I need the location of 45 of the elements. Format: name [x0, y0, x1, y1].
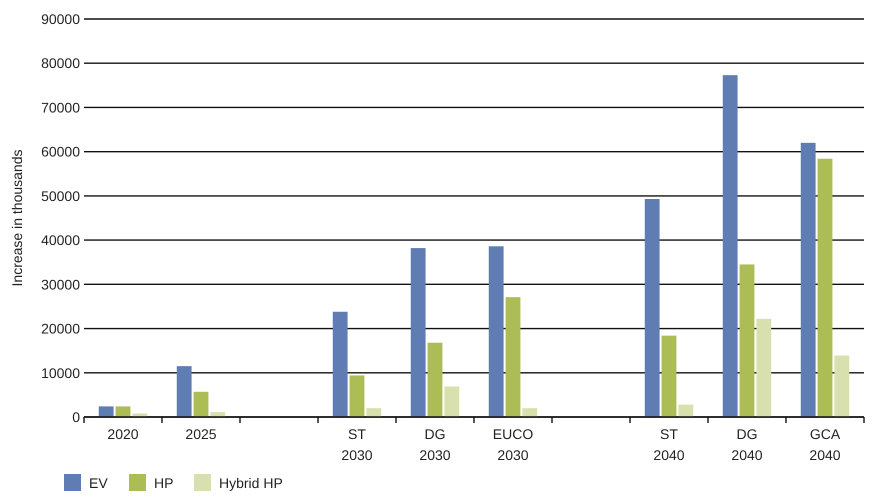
bar: [410, 248, 426, 417]
x-tick-label: DG 2030: [419, 426, 451, 463]
bar: [116, 406, 130, 417]
x-tick-label: 2025: [185, 426, 217, 442]
bar: [444, 386, 460, 417]
x-tick-label: ST 2030: [341, 426, 373, 463]
y-tick-label: 30000: [41, 276, 80, 292]
y-tick-label: 80000: [41, 55, 80, 72]
y-tick-label: 90000: [41, 11, 80, 27]
y-tick-label: 40000: [41, 232, 80, 248]
bar: [98, 406, 114, 417]
x-tick-label: 2020: [107, 426, 139, 442]
x-tick-label: GCA 2040: [809, 426, 841, 463]
y-tick-label: 60000: [41, 144, 80, 160]
bar: [834, 356, 850, 417]
y-tick-label: 70000: [41, 99, 80, 116]
legend-label: Hybrid HP: [219, 475, 283, 491]
x-tick-label: ST 2040: [653, 426, 685, 463]
bar: [678, 404, 694, 417]
bar: [818, 158, 832, 417]
bar: [722, 75, 738, 417]
bar: [350, 375, 364, 417]
bar: [800, 142, 816, 417]
y-tick-label: 20000: [41, 320, 80, 337]
bar: [366, 408, 382, 417]
y-tick-label: 10000: [41, 364, 80, 381]
bar: [740, 264, 754, 417]
x-tick-label: DG 2040: [731, 426, 763, 463]
y-tick-label: 0: [72, 409, 80, 425]
y-tick-label: 50000: [41, 188, 80, 204]
bar: [756, 318, 772, 417]
legend-label: EV: [89, 475, 108, 491]
bar: [644, 198, 660, 417]
legend-label: HP: [154, 475, 174, 491]
bar: [428, 342, 442, 417]
bar: [210, 412, 226, 417]
bar: [662, 336, 676, 417]
y-axis-title: Increase in thousands: [9, 150, 25, 286]
bar: [332, 312, 348, 417]
bar: [194, 392, 208, 417]
bar: [506, 297, 520, 417]
bar: [522, 408, 538, 417]
bar: [176, 366, 192, 417]
bar: [488, 246, 504, 417]
x-tick-label: EUCO 2030: [492, 426, 534, 463]
